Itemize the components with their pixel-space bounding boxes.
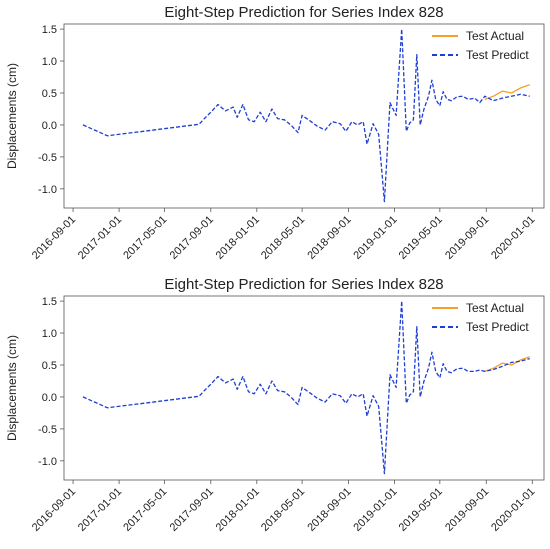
x-tick-label: 2018-05-01 (259, 214, 307, 262)
x-tick-label: 2020-01-01 (489, 486, 537, 534)
chart-title: Eight-Step Prediction for Series Index 8… (164, 276, 443, 293)
series-line-test-actual (484, 84, 530, 101)
y-tick-label: 1.0 (42, 328, 57, 340)
series-line-test-predict (82, 28, 530, 203)
x-tick-label: 2018-09-01 (305, 214, 353, 262)
x-tick-label: 2017-09-01 (168, 214, 216, 262)
y-axis-label: Displacements (cm) (5, 335, 19, 441)
x-tick-label: 2018-01-01 (214, 214, 262, 262)
x-tick-label: 2019-05-01 (397, 486, 445, 534)
y-tick-label: 0.0 (42, 120, 57, 132)
y-tick-label: -1.0 (38, 456, 57, 468)
plot-frame (63, 23, 545, 209)
y-tick-label: 0.0 (42, 392, 57, 404)
y-tick-label: 0.5 (42, 360, 57, 372)
y-tick-label: -0.5 (38, 424, 57, 436)
x-tick-label: 2020-01-01 (489, 214, 537, 262)
x-tick-label: 2019-09-01 (443, 214, 491, 262)
chart-panel-2: Eight-Step Prediction for Series Index 8… (5, 276, 545, 534)
y-tick-label: 0.5 (42, 88, 57, 100)
y-tick-label: 1.5 (42, 296, 57, 308)
series-line-test-predict (82, 300, 530, 475)
x-tick-label: 2018-01-01 (214, 486, 262, 534)
legend-label: Test Actual (466, 301, 524, 315)
x-tick-label: 2017-05-01 (121, 214, 169, 262)
y-tick-label: -0.5 (38, 152, 57, 164)
chart-panel-1: Eight-Step Prediction for Series Index 8… (5, 4, 545, 262)
x-tick-label: 2019-01-01 (351, 214, 399, 262)
legend-label: Test Predict (466, 320, 529, 334)
x-tick-label: 2019-05-01 (397, 214, 445, 262)
legend-label: Test Actual (466, 29, 524, 43)
x-tick-label: 2017-09-01 (168, 486, 216, 534)
x-tick-label: 2018-05-01 (259, 486, 307, 534)
x-tick-label: 2016-09-01 (30, 486, 78, 534)
y-tick-label: -1.0 (38, 184, 57, 196)
x-tick-label: 2017-01-01 (76, 486, 124, 534)
y-axis-label: Displacements (cm) (5, 63, 19, 169)
plot-frame (63, 295, 545, 481)
x-tick-label: 2017-05-01 (121, 486, 169, 534)
legend-label: Test Predict (466, 48, 529, 62)
y-tick-label: 1.0 (42, 56, 57, 68)
chart-title: Eight-Step Prediction for Series Index 8… (164, 4, 443, 21)
y-tick-label: 1.5 (42, 24, 57, 36)
x-tick-label: 2016-09-01 (30, 214, 78, 262)
x-tick-label: 2019-09-01 (443, 486, 491, 534)
x-tick-label: 2019-01-01 (351, 486, 399, 534)
x-tick-label: 2017-01-01 (76, 214, 124, 262)
x-tick-label: 2018-09-01 (305, 486, 353, 534)
